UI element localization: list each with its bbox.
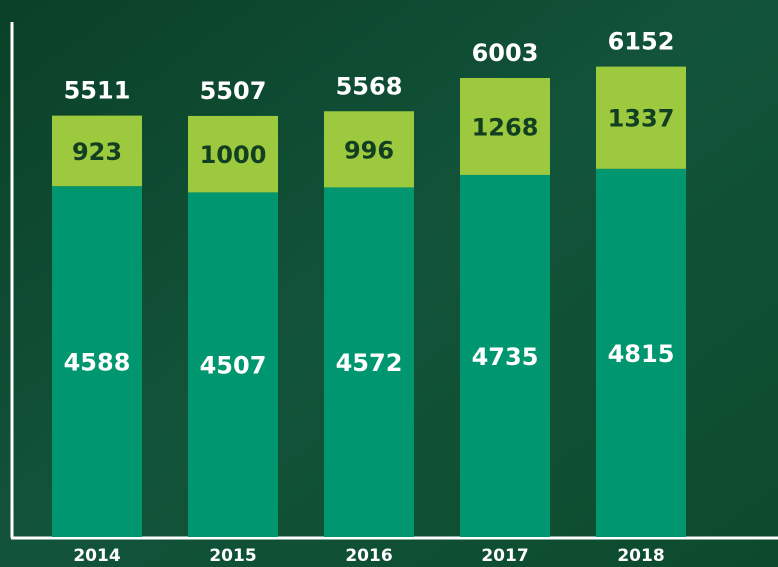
segment-label: 4507: [200, 352, 267, 380]
bar-segment: [596, 168, 686, 537]
bar-segment: [188, 115, 278, 193]
segment-label: 4815: [608, 340, 675, 368]
bar-segment: [324, 187, 414, 537]
segment-label: 4572: [336, 349, 403, 377]
bar-segment: [188, 192, 278, 537]
bar-segment: [460, 174, 550, 537]
segment-label: 996: [344, 136, 394, 164]
x-tick-label: 2017: [481, 546, 528, 566]
bar-segment: [460, 78, 550, 175]
segment-label: 4588: [64, 349, 131, 377]
segment-label: 1000: [200, 141, 267, 169]
total-label: 5507: [200, 77, 267, 105]
bar-segment: [596, 66, 686, 169]
x-tick-label: 2015: [209, 546, 256, 566]
segment-label: 1268: [472, 113, 539, 141]
total-label: 6003: [472, 39, 539, 67]
x-tick-label: 2018: [617, 546, 664, 566]
bar-segment: [52, 186, 142, 537]
total-label: 5568: [336, 72, 403, 100]
bar-segment: [324, 111, 414, 188]
segment-label: 1337: [608, 105, 675, 133]
segment-label: 923: [72, 138, 122, 166]
x-tick-label: 2016: [345, 546, 392, 566]
x-tick-label: 2014: [73, 546, 120, 566]
total-label: 6152: [608, 28, 675, 56]
bar-segment: [52, 115, 142, 187]
segment-label: 4735: [472, 343, 539, 371]
total-label: 5511: [64, 77, 131, 105]
